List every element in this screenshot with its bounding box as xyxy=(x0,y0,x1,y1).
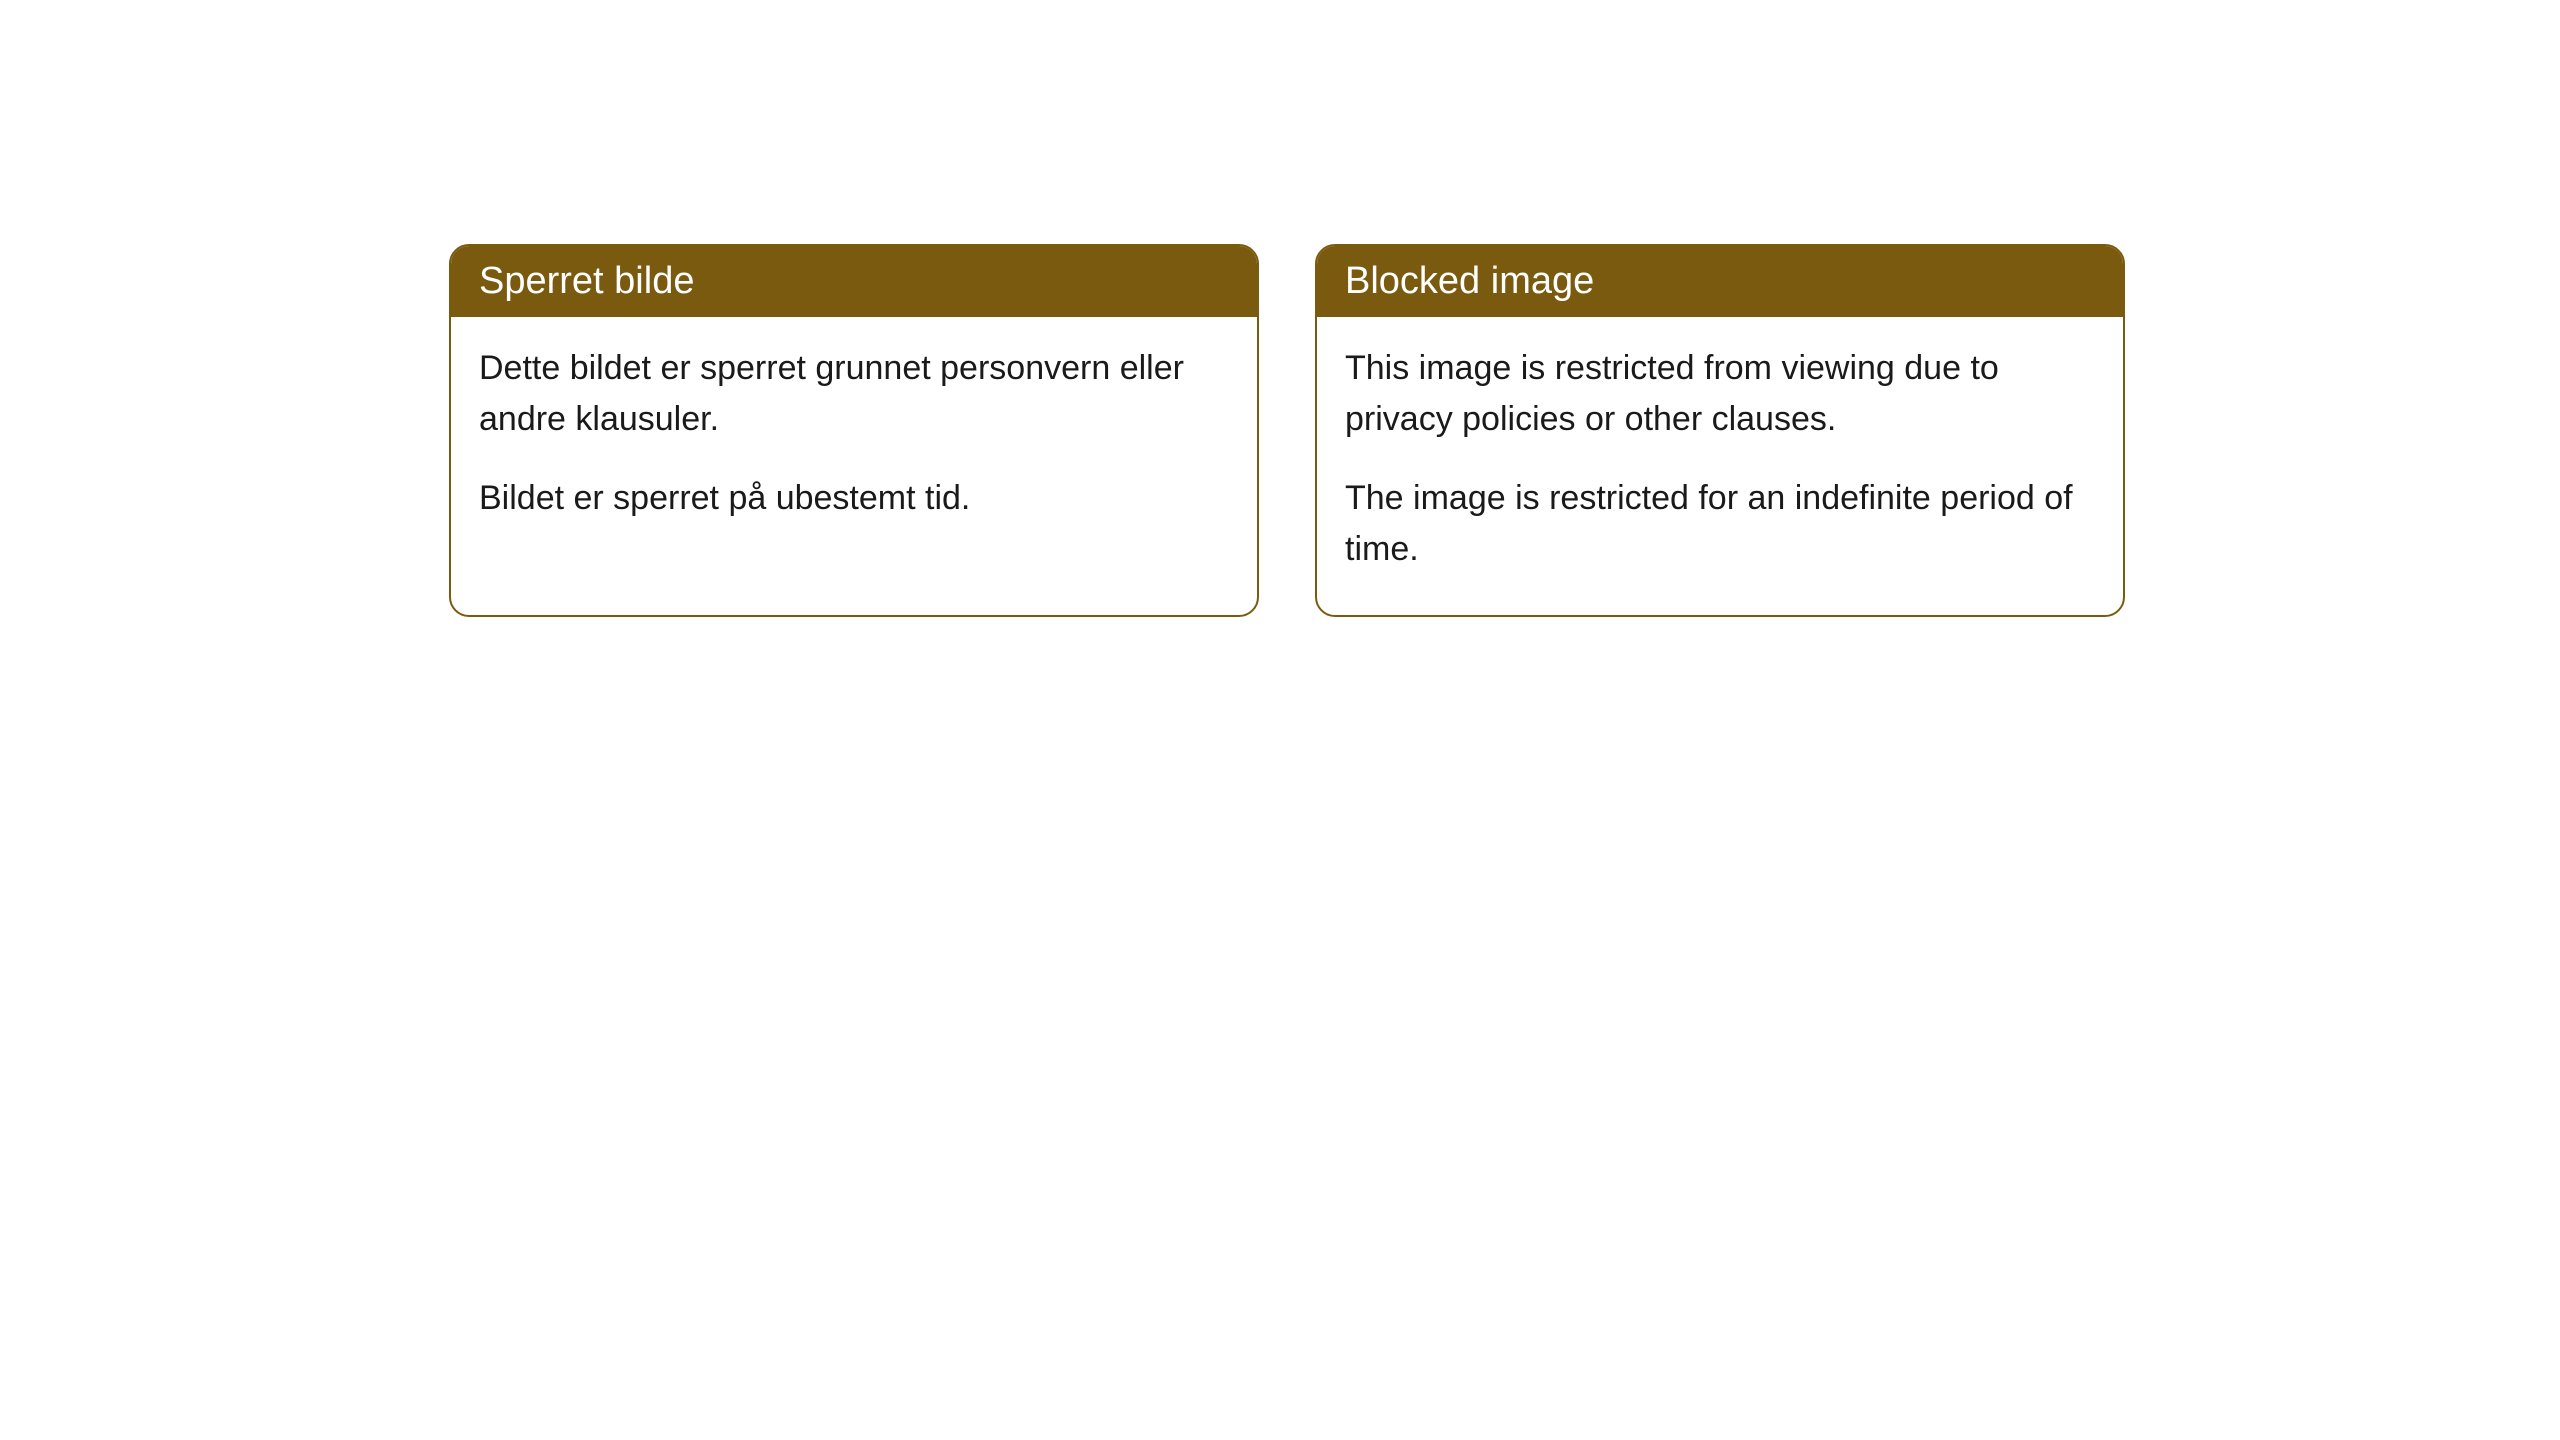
card-body: Dette bildet er sperret grunnet personve… xyxy=(451,317,1257,564)
blocked-image-card-norwegian: Sperret bilde Dette bildet er sperret gr… xyxy=(449,244,1259,617)
card-header: Blocked image xyxy=(1317,246,2123,317)
card-paragraph: The image is restricted for an indefinit… xyxy=(1345,473,2095,575)
card-paragraph: This image is restricted from viewing du… xyxy=(1345,343,2095,445)
card-title: Sperret bilde xyxy=(479,260,694,302)
notice-cards-container: Sperret bilde Dette bildet er sperret gr… xyxy=(449,244,2125,617)
card-header: Sperret bilde xyxy=(451,246,1257,317)
card-paragraph: Dette bildet er sperret grunnet personve… xyxy=(479,343,1229,445)
card-title: Blocked image xyxy=(1345,260,1594,302)
card-paragraph: Bildet er sperret på ubestemt tid. xyxy=(479,473,1229,524)
card-body: This image is restricted from viewing du… xyxy=(1317,317,2123,615)
blocked-image-card-english: Blocked image This image is restricted f… xyxy=(1315,244,2125,617)
